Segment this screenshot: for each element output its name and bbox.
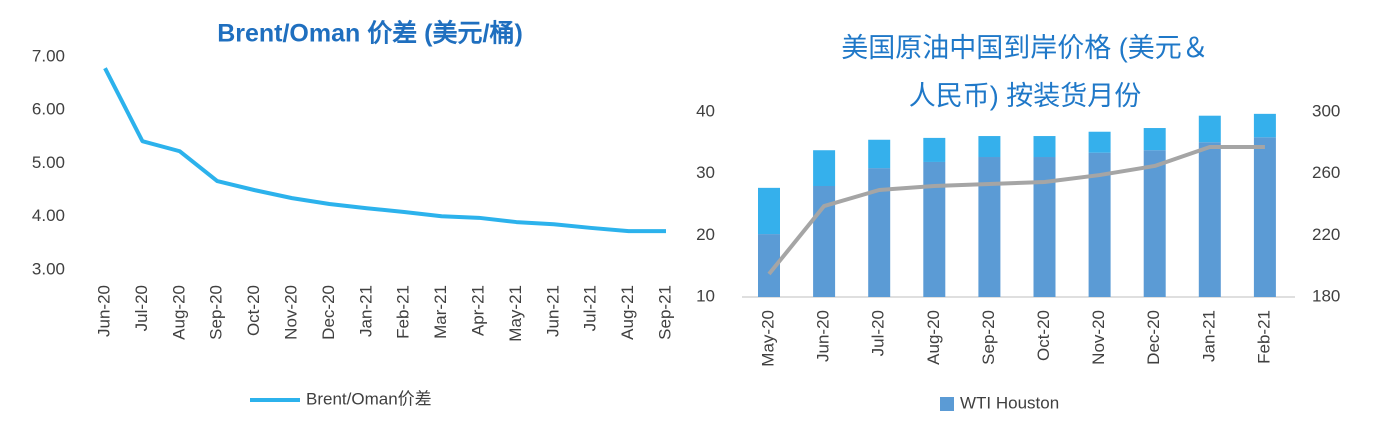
y-tick-label: 3.00 (32, 259, 65, 278)
x-tick-label: Feb-21 (394, 285, 413, 339)
x-tick-label: Jul-20 (869, 310, 888, 356)
bar (923, 137, 946, 162)
y2-tick-label: 220 (1312, 225, 1340, 244)
legend-label: Brent/Oman价差 (306, 389, 432, 408)
bar (813, 150, 836, 186)
x-tick-label: Sep-20 (979, 310, 998, 365)
line-series (103, 67, 666, 234)
bar (1033, 136, 1056, 158)
bar (978, 136, 1001, 158)
legend-label: WTI Houston (960, 393, 1059, 412)
x-tick-label: Jan-21 (356, 285, 375, 337)
y-tick-label: 7.00 (32, 46, 65, 65)
y-tick-label: 40 (696, 101, 715, 120)
line-series (767, 144, 1265, 276)
x-tick-label: Jan-21 (1199, 310, 1218, 362)
x-tick-label: Mar-21 (431, 285, 450, 339)
y-tick-label: 20 (696, 225, 715, 244)
x-tick-label: Aug-20 (169, 285, 188, 340)
bar (1143, 128, 1166, 151)
y2-tick-label: 260 (1312, 163, 1340, 182)
bar (1253, 113, 1276, 138)
bar (758, 187, 780, 235)
x-tick-label: May-20 (758, 310, 777, 367)
x-tick-label: Aug-20 (924, 310, 943, 365)
y-tick-label: 30 (696, 163, 715, 182)
bar (758, 234, 780, 297)
chart-title: 美国原油中国到岸价格 (美元＆ (841, 33, 1209, 63)
legend-swatch (940, 397, 954, 411)
chart-title: 人民币) 按装货月份 (909, 81, 1142, 111)
y-tick-label: 4.00 (32, 206, 65, 225)
y-tick-label: 5.00 (32, 153, 65, 172)
bar (923, 161, 946, 297)
x-tick-label: Feb-21 (1254, 310, 1273, 364)
x-tick-label: May-21 (506, 285, 525, 342)
x-tick-label: Oct-20 (1034, 310, 1053, 361)
x-tick-label: Oct-20 (244, 285, 263, 336)
x-tick-label: Nov-20 (281, 285, 300, 340)
x-tick-label: Dec-20 (1144, 310, 1163, 365)
x-tick-label: Jun-20 (94, 285, 113, 337)
bar (978, 157, 1001, 297)
bar (1198, 115, 1221, 143)
y-tick-label: 10 (696, 286, 715, 305)
bar (868, 168, 891, 297)
x-tick-label: Jun-20 (814, 310, 833, 362)
x-tick-label: Sep-20 (207, 285, 226, 340)
bar (1088, 131, 1111, 153)
y-tick-label: 6.00 (32, 100, 65, 119)
x-tick-label: Jun-21 (543, 285, 562, 337)
bar (1033, 157, 1056, 297)
bar (868, 139, 891, 169)
bar (1088, 152, 1111, 297)
bar (1253, 137, 1276, 297)
x-tick-label: Jul-21 (581, 285, 600, 331)
bar (1143, 150, 1166, 297)
y2-tick-label: 180 (1312, 286, 1340, 305)
x-tick-label: Aug-21 (618, 285, 637, 340)
x-tick-label: Sep-21 (655, 285, 674, 340)
y2-tick-label: 300 (1312, 101, 1340, 120)
chart-title: Brent/Oman 价差 (美元/桶) (217, 19, 523, 48)
x-tick-label: Dec-20 (319, 285, 338, 340)
x-tick-label: Jul-20 (132, 285, 151, 331)
x-tick-label: Apr-21 (468, 285, 487, 336)
x-tick-label: Nov-20 (1089, 310, 1108, 365)
bar (1198, 142, 1221, 297)
